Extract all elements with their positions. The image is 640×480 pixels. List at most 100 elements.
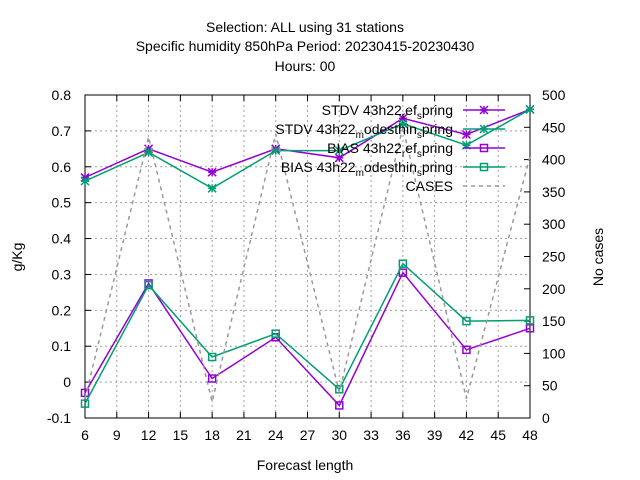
y2-tick-label: 0 [542,410,550,426]
data-point [462,345,471,355]
y-tick-label: -0.1 [47,410,71,426]
series-2 [80,104,535,193]
y2-tick-label: 150 [542,313,566,329]
axis-ticks: 6 9 12 15 18 21 24 27 30 33 36 39 42 45 48 -0.1 0 0.1 0.2 0… [47,87,566,443]
x-tick-label: 12 [141,427,157,443]
y2-tick-label: 50 [542,378,558,394]
y2-tick-label: 250 [542,249,566,265]
legend-entry-4: BIAS 43h22modesthinspring [281,159,505,179]
legend-label-part: r [402,149,406,160]
x-tick-label: 21 [236,427,252,443]
square-marker [207,374,217,383]
y2-tick-label: 300 [542,216,566,232]
y2-tick-label: 450 [542,119,566,135]
data-point [271,146,281,156]
square-marker [398,268,408,277]
square-marker [271,329,280,338]
legend-label-part: s [417,149,422,160]
legend-entry-1: STDV 43h22refspring [322,102,505,122]
series-line [84,127,531,403]
y2-tick-label: 200 [542,281,566,297]
square-marker [144,280,153,290]
legend-label-part: s [417,130,422,141]
y2-tick-label: 100 [542,345,566,361]
data-point [207,374,217,383]
y2-tick-label: 400 [542,152,566,168]
data-point [334,153,344,163]
data-point [335,385,344,394]
legend-label-part: pring [422,121,453,137]
series-3 [80,268,535,410]
legend-label-part: ef [405,140,417,156]
x-axis-label: Forecast length [257,457,354,473]
data-point [207,183,217,193]
legend-label: BIAS 43h22modesthinspring [281,159,453,179]
series-5 [84,127,531,403]
x-tick-label: 36 [395,427,411,443]
data-point [334,146,344,156]
chart-title-line-2: Specific humidity 850hPa Period: 2023041… [136,38,475,54]
square-marker [462,345,471,355]
data-point [80,399,90,408]
data-point [462,316,471,326]
square-marker [80,399,90,408]
legend-label-part: STDV 43h22 [322,102,402,118]
data-point [335,401,344,410]
y-tick-label: 0.3 [52,266,72,282]
x-tick-label: 15 [173,427,189,443]
legend-entry-2: STDV 43h22modesthinspring [275,121,505,141]
legend-label-part: ef [405,102,417,118]
data-point [80,176,90,186]
legend-label: STDV 43h22refspring [322,102,453,122]
legend-label-part: m [356,130,364,141]
series-layer [80,104,535,410]
square-marker [207,352,217,362]
series-line [84,108,531,179]
x-tick-label: 42 [459,427,475,443]
series-4 [80,259,535,408]
x-tick-label: 18 [204,427,220,443]
square-marker [335,385,344,394]
legend-label-part: m [356,168,364,179]
legend-label-part: pring [422,159,453,175]
y2-axis-label: No cases [590,228,606,286]
legend-label-part: pring [422,102,453,118]
legend-label-part: s [417,111,422,122]
y-tick-label: 0.8 [52,87,72,103]
legend-entry-3: BIAS 43h22refspring [327,140,505,160]
square-marker [479,162,489,172]
legend-label-part: odesthin [364,159,417,175]
legend-label: STDV 43h22modesthinspring [275,121,453,141]
legend-label-part: STDV 43h22 [275,121,355,137]
data-point [461,129,471,140]
legend-label-part: BIAS 43h22 [281,159,356,175]
square-marker [462,316,471,326]
x-tick-label: 27 [300,427,316,443]
x-tick-label: 30 [331,427,347,443]
chart-title-line-3: Hours: 00 [275,58,336,74]
square-marker [335,401,344,410]
legend-label: BIAS 43h22refspring [327,140,453,160]
legend-label-part: r [402,111,406,122]
y2-tick-label: 500 [542,87,566,103]
data-point [207,167,217,177]
y-tick-label: 0.2 [52,302,72,318]
data-point [398,259,408,268]
x-tick-label: 24 [268,427,284,443]
data-point [525,324,535,333]
x-tick-label: 48 [522,427,538,443]
grid [85,95,530,418]
legend-label-part: pring [422,140,453,156]
legend-label-part: odesthin [364,121,417,137]
y-tick-label: 0.7 [52,123,72,139]
data-point [207,352,217,362]
data-point [525,104,535,114]
legend-label-part: BIAS 43h22 [327,140,402,156]
legend-label-part: s [417,168,422,179]
legend-entry-5: CASES [406,178,505,194]
square-marker [398,259,408,268]
data-point [271,329,280,338]
data-point [525,316,535,325]
y-tick-label: 0 [63,374,71,390]
